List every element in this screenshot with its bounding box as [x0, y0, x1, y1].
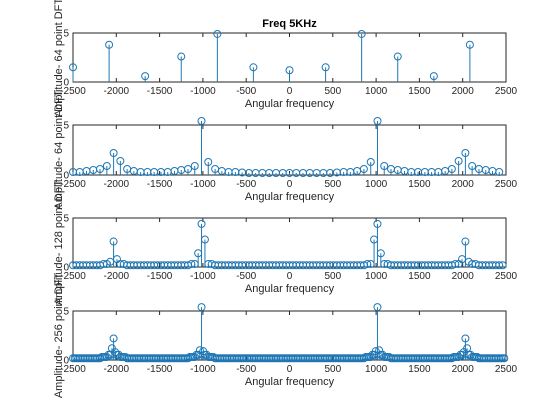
- x-tick-label: -500: [236, 271, 256, 282]
- x-tick-label: -2000: [104, 364, 130, 375]
- subplot-1: -2500 -2000 -1500 -1000 -500 0 500 1000 1500 2000…: [53, 0, 518, 117]
- x-tick-label: -1000: [190, 364, 216, 375]
- x-tick-label: -1000: [190, 271, 216, 282]
- x-tick-label: 2000: [452, 179, 475, 190]
- x-tick-label: -1500: [147, 271, 173, 282]
- x-tick-label: 0: [287, 364, 293, 375]
- x-axis-label: Angular frequency: [245, 191, 335, 203]
- x-tick-label: 0: [287, 86, 293, 97]
- x-tick-label: 2500: [495, 179, 518, 190]
- x-tick-label: -500: [236, 364, 256, 375]
- x-tick-label: -500: [236, 86, 256, 97]
- axes-box: [73, 311, 506, 360]
- x-tick-label: 500: [324, 271, 341, 282]
- x-tick-label: -2000: [104, 271, 130, 282]
- x-tick-label: -1500: [147, 179, 173, 190]
- x-axis-label: Angular frequency: [245, 283, 335, 295]
- x-tick-label: 1500: [408, 271, 431, 282]
- x-tick-label: -2000: [104, 179, 130, 190]
- x-axis-label: Angular frequency: [245, 98, 335, 110]
- x-tick-label: 500: [324, 179, 341, 190]
- chart-title: Freq 5KHz: [262, 18, 317, 30]
- x-tick-label: 2500: [495, 364, 518, 375]
- axes-box: [73, 125, 506, 175]
- x-tick-label: 2000: [452, 364, 475, 375]
- x-tick-label: 0: [287, 179, 293, 190]
- x-tick-label: -1500: [147, 86, 173, 97]
- x-tick-label: 1500: [408, 364, 431, 375]
- y-axis-label: Amplitude- 256 point DFT: [53, 273, 65, 399]
- x-tick-label: -500: [236, 179, 256, 190]
- x-axis-label: Angular frequency: [245, 376, 335, 388]
- x-tick-label: 500: [324, 86, 341, 97]
- x-tick-label: -1000: [190, 179, 216, 190]
- x-tick-label: 1500: [408, 86, 431, 97]
- x-tick-label: 500: [324, 364, 341, 375]
- x-tick-label: -1500: [147, 364, 173, 375]
- x-tick-label: -2000: [104, 86, 130, 97]
- x-tick-label: 1000: [365, 364, 388, 375]
- x-tick-label: 1000: [365, 271, 388, 282]
- x-tick-label: 1500: [408, 179, 431, 190]
- x-tick-label: 2000: [452, 86, 475, 97]
- x-tick-label: 2500: [495, 86, 518, 97]
- x-tick-label: 2000: [452, 271, 475, 282]
- x-tick-label: 1000: [365, 86, 388, 97]
- axes-box: [73, 218, 506, 267]
- x-tick-label: 1000: [365, 179, 388, 190]
- x-tick-label: -1000: [190, 86, 216, 97]
- x-tick-label: 0: [287, 271, 293, 282]
- x-tick-label: 2500: [495, 271, 518, 282]
